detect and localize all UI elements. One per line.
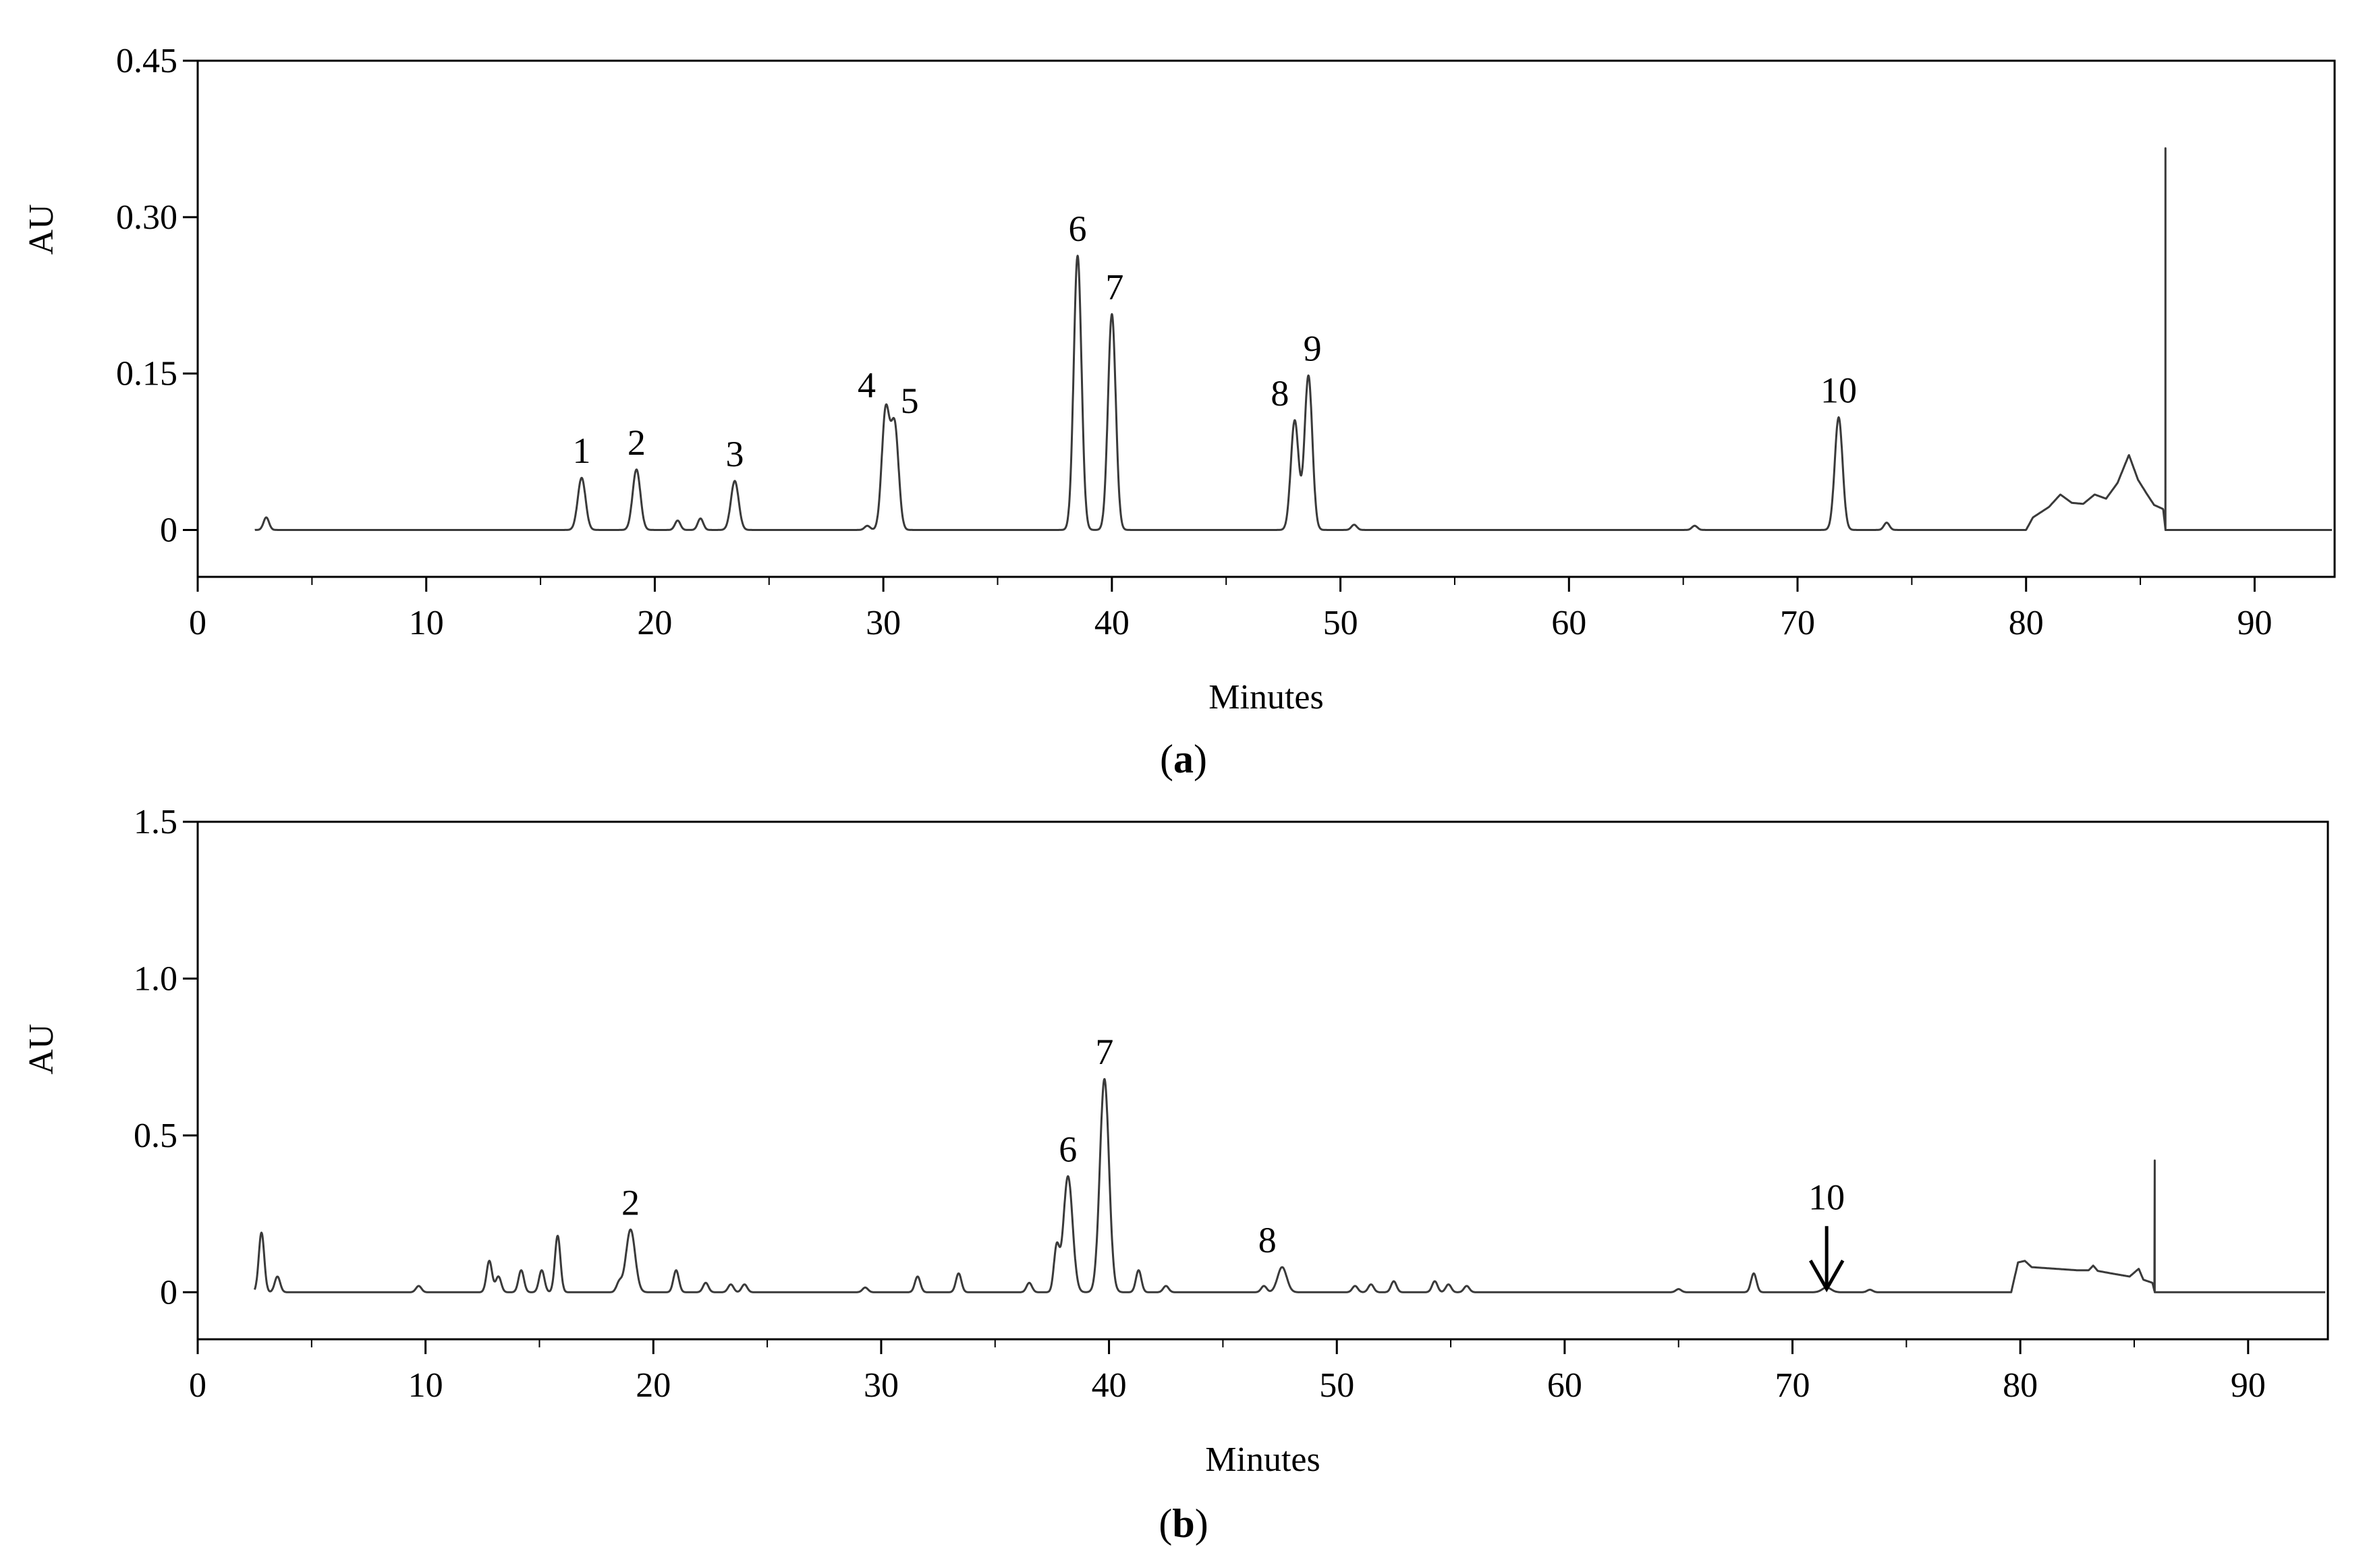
panel-a-peak-label-4: 4 bbox=[858, 365, 876, 405]
panel-a-peak-label-1: 1 bbox=[573, 430, 591, 471]
panel-caption-a: (a) bbox=[1160, 737, 1207, 781]
panel-b-peak-label-8: 8 bbox=[1258, 1220, 1277, 1260]
panel-a-peak-label-3: 3 bbox=[725, 434, 744, 474]
panel-b-peak-label-6: 6 bbox=[1059, 1129, 1077, 1169]
panel-b-x-tick-label: 20 bbox=[636, 1366, 671, 1405]
panel-b-y-tick-label: 0 bbox=[160, 1273, 177, 1312]
panel-b-y-axis-label: AU bbox=[22, 1024, 61, 1074]
chromatogram-panel-b: 0 10 20 30 40 50 60 70 80 90 0 0.5 1.0 1.5 Minutes AU 2 6… bbox=[22, 803, 2329, 1479]
panel-a-signal-trace bbox=[254, 147, 2333, 531]
panel-b-x-tick-label: 90 bbox=[2231, 1366, 2266, 1405]
panel-b-x-tick-label: 80 bbox=[2003, 1366, 2038, 1405]
panel-b-y-tick-label: 1.0 bbox=[134, 959, 177, 998]
panel-a-x-tick-label: 40 bbox=[1094, 604, 1130, 642]
panel-b-x-tick-label: 50 bbox=[1319, 1366, 1354, 1405]
panel-a-x-axis-label: Minutes bbox=[1208, 678, 1323, 717]
panel-b-peak-label-10: 10 bbox=[1808, 1177, 1845, 1217]
panel-a-x-tick-label: 30 bbox=[866, 604, 901, 642]
panel-b-x-tick-label: 0 bbox=[189, 1366, 206, 1405]
panel-b-x-axis-label: Minutes bbox=[1205, 1440, 1320, 1479]
panel-a-y-tick-label: 0.30 bbox=[116, 198, 177, 237]
panel-a-x-tick-label: 50 bbox=[1323, 604, 1358, 642]
panel-a-x-tick-label: 0 bbox=[189, 604, 206, 642]
panel-a-peak-label-6: 6 bbox=[1069, 208, 1087, 249]
panel-caption-b: (b) bbox=[1159, 1501, 1208, 1546]
panel-a-y-tick-label: 0.15 bbox=[116, 355, 177, 393]
panel-b-x-tick-label: 70 bbox=[1775, 1366, 1810, 1405]
panel-a-x-tick-label: 10 bbox=[409, 604, 444, 642]
panel-b-peak-10-arrowhead bbox=[1809, 1260, 1845, 1293]
panel-b-peak-label-2: 2 bbox=[621, 1182, 640, 1223]
panel-b-x-tick-label: 60 bbox=[1547, 1366, 1582, 1405]
panel-a-y-tick-label: 0 bbox=[160, 511, 177, 549]
chromatogram-panel-a: 0 10 20 30 40 50 60 70 80 90 0 0.15 0.30 0.45 Minutes A… bbox=[22, 42, 2336, 717]
panel-a-x-tick-label: 80 bbox=[2009, 604, 2044, 642]
panel-b-signal-trace bbox=[253, 1077, 2327, 1293]
panel-b-x-tick-label: 40 bbox=[1092, 1366, 1127, 1405]
panel-caption-a-letter: a bbox=[1173, 737, 1194, 781]
panel-b-peak-label-7: 7 bbox=[1095, 1032, 1113, 1072]
panel-a-peak-label-5: 5 bbox=[901, 381, 919, 421]
panel-b-x-tick-label: 30 bbox=[864, 1366, 899, 1405]
panel-b-y-tick-label: 0.5 bbox=[134, 1117, 177, 1155]
panel-a-y-axis-label: AU bbox=[22, 204, 61, 254]
panel-a-peak-label-8: 8 bbox=[1271, 373, 1289, 414]
panel-a-y-tick-label: 0.45 bbox=[116, 42, 177, 80]
panel-b-y-tick-label: 1.5 bbox=[134, 803, 177, 841]
panel-b-x-tick-label: 10 bbox=[408, 1366, 443, 1405]
panel-a-peak-label-7: 7 bbox=[1105, 267, 1123, 308]
panel-a-x-tick-label: 60 bbox=[1551, 604, 1586, 642]
panel-caption-b-letter: b bbox=[1172, 1501, 1194, 1546]
panel-a-peak-label-10: 10 bbox=[1820, 370, 1857, 411]
panel-a-x-tick-label: 70 bbox=[1780, 604, 1815, 642]
panel-a-plot-frame bbox=[196, 59, 2336, 578]
panel-a-peak-label-9: 9 bbox=[1304, 329, 1322, 369]
panel-b-plot-frame bbox=[196, 820, 2329, 1341]
panel-a-x-tick-label: 90 bbox=[2237, 604, 2272, 642]
panel-a-x-tick-label: 20 bbox=[637, 604, 672, 642]
panel-a-peak-label-2: 2 bbox=[628, 422, 646, 463]
